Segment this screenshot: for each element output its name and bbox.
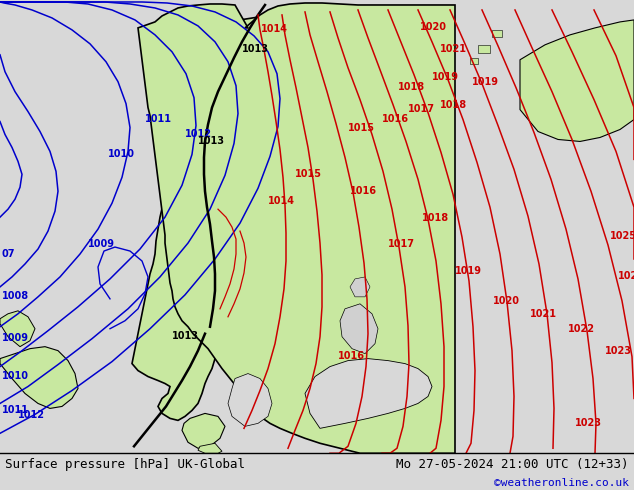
Text: Mo 27-05-2024 21:00 UTC (12+33): Mo 27-05-2024 21:00 UTC (12+33) bbox=[396, 458, 629, 471]
Polygon shape bbox=[138, 3, 455, 453]
Text: 1010: 1010 bbox=[108, 149, 135, 159]
Polygon shape bbox=[478, 45, 490, 53]
Text: 1019: 1019 bbox=[432, 72, 459, 82]
Text: 1016: 1016 bbox=[350, 186, 377, 196]
Text: 1009: 1009 bbox=[2, 333, 29, 343]
Text: 1013: 1013 bbox=[198, 136, 225, 147]
Text: 1017: 1017 bbox=[408, 103, 435, 114]
Text: 1018: 1018 bbox=[422, 213, 449, 223]
Text: 1018: 1018 bbox=[398, 82, 425, 92]
Text: 1014: 1014 bbox=[261, 24, 288, 34]
Text: 1008: 1008 bbox=[2, 291, 29, 301]
Polygon shape bbox=[340, 304, 378, 354]
Text: 1012: 1012 bbox=[185, 129, 212, 140]
Text: 1024: 1024 bbox=[618, 271, 634, 281]
Text: 1020: 1020 bbox=[493, 296, 520, 306]
Text: 1011: 1011 bbox=[145, 114, 172, 123]
Polygon shape bbox=[0, 346, 78, 409]
Text: 1013: 1013 bbox=[172, 331, 199, 341]
Text: 1018: 1018 bbox=[440, 99, 467, 110]
Text: 1016: 1016 bbox=[382, 114, 409, 123]
Text: 1013: 1013 bbox=[242, 44, 269, 54]
Text: 1021: 1021 bbox=[530, 309, 557, 319]
Text: 1023: 1023 bbox=[605, 345, 632, 356]
Text: 1011: 1011 bbox=[2, 405, 29, 416]
Text: 1019: 1019 bbox=[455, 266, 482, 276]
Text: ©weatheronline.co.uk: ©weatheronline.co.uk bbox=[494, 478, 629, 488]
Text: 1015: 1015 bbox=[295, 170, 322, 179]
Polygon shape bbox=[492, 30, 502, 37]
Text: 1025: 1025 bbox=[610, 231, 634, 241]
Text: 1019: 1019 bbox=[472, 76, 499, 87]
Text: 1010: 1010 bbox=[2, 370, 29, 381]
Text: 1017: 1017 bbox=[388, 239, 415, 249]
Text: 1009: 1009 bbox=[88, 239, 115, 249]
Polygon shape bbox=[0, 311, 35, 346]
Text: 1015: 1015 bbox=[348, 123, 375, 133]
Text: 1020: 1020 bbox=[420, 22, 447, 32]
Polygon shape bbox=[228, 373, 272, 426]
Polygon shape bbox=[520, 20, 634, 142]
Text: 1014: 1014 bbox=[268, 196, 295, 206]
Text: 1022: 1022 bbox=[568, 324, 595, 334]
Polygon shape bbox=[182, 414, 225, 448]
Polygon shape bbox=[305, 359, 432, 428]
Text: 1023: 1023 bbox=[575, 418, 602, 428]
Polygon shape bbox=[470, 58, 478, 64]
Polygon shape bbox=[132, 5, 335, 420]
Polygon shape bbox=[198, 443, 222, 453]
Text: 1016: 1016 bbox=[338, 351, 365, 361]
Polygon shape bbox=[350, 277, 370, 297]
Text: Surface pressure [hPa] UK-Global: Surface pressure [hPa] UK-Global bbox=[5, 458, 245, 471]
Text: 1012: 1012 bbox=[18, 411, 45, 420]
Text: 07: 07 bbox=[2, 249, 15, 259]
Text: 1021: 1021 bbox=[440, 44, 467, 54]
